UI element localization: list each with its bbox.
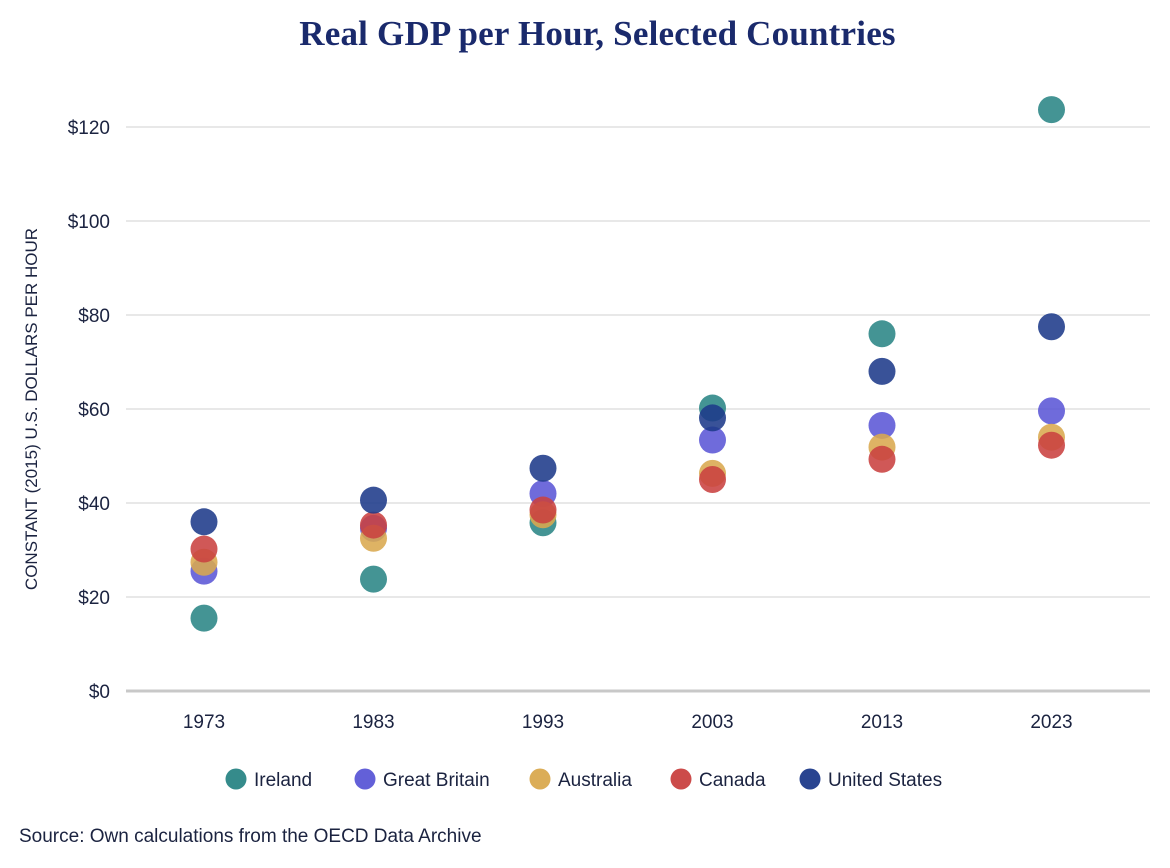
- data-point-ireland: [868, 320, 896, 348]
- legend-item-australia: Australia: [529, 768, 632, 791]
- data-point-united-states: [360, 486, 387, 514]
- data-point-canada: [699, 466, 726, 493]
- x-tick-label: 2003: [691, 712, 733, 733]
- data-point-canada: [868, 445, 896, 473]
- legend-swatch: [799, 768, 821, 790]
- data-point-canada: [1038, 431, 1065, 459]
- data-point-great-britain: [1038, 397, 1065, 425]
- y-tick-label: $40: [78, 494, 110, 515]
- legend-label: Australia: [558, 770, 632, 791]
- legend: Ireland Great Britain Australia Canada Unite…: [225, 768, 942, 791]
- y-tick-label: $80: [78, 306, 110, 327]
- data-point-united-states: [868, 357, 896, 385]
- data-point-united-states: [699, 404, 726, 432]
- x-axis: 1973 1983 1993 2003 2013 2023: [183, 712, 1073, 733]
- legend-swatch: [354, 768, 376, 790]
- legend-swatch: [670, 768, 692, 790]
- gridlines: [126, 126, 1150, 693]
- data-point-united-states: [529, 454, 557, 482]
- legend-swatch: [225, 768, 247, 790]
- legend-item-canada: Canada: [670, 768, 766, 791]
- data-point-ireland: [1038, 96, 1065, 124]
- data-point-canada: [190, 535, 218, 563]
- y-axis-label: CONSTANT (2015) U.S. DOLLARS PER HOUR: [22, 228, 41, 590]
- legend-item-great-britain: Great Britain: [354, 768, 490, 791]
- y-axis: $0 $20 $40 $60 $80 $100 $120: [68, 118, 110, 703]
- y-tick-label: $120: [68, 118, 110, 139]
- legend-label: Ireland: [254, 770, 312, 791]
- data-point-ireland: [360, 565, 387, 593]
- data-point-canada: [529, 496, 557, 524]
- legend-label: Great Britain: [383, 770, 490, 791]
- data-point-canada: [360, 511, 387, 539]
- y-tick-label: $20: [78, 588, 110, 609]
- data-point-united-states: [190, 508, 218, 536]
- legend-label: Canada: [699, 770, 766, 791]
- x-tick-label: 2013: [861, 712, 903, 733]
- data-point-ireland: [190, 604, 218, 632]
- x-tick-label: 1983: [352, 712, 394, 733]
- y-tick-label: $100: [68, 212, 110, 233]
- data-points: [190, 96, 1065, 632]
- legend-swatch: [529, 768, 551, 790]
- x-tick-label: 1973: [183, 712, 225, 733]
- legend-label: United States: [828, 770, 942, 791]
- y-tick-label: $0: [89, 682, 110, 703]
- legend-item-ireland: Ireland: [225, 768, 312, 791]
- source-note: Source: Own calculations from the OECD D…: [19, 826, 482, 847]
- data-point-united-states: [1038, 313, 1065, 341]
- legend-item-united-states: United States: [799, 768, 942, 791]
- data-point-great-britain: [868, 411, 896, 439]
- x-tick-label: 1993: [522, 712, 564, 733]
- x-tick-label: 2023: [1030, 712, 1072, 733]
- y-tick-label: $60: [78, 400, 110, 421]
- chart-title: Real GDP per Hour, Selected Countries: [299, 14, 896, 53]
- data-point-great-britain: [699, 426, 726, 454]
